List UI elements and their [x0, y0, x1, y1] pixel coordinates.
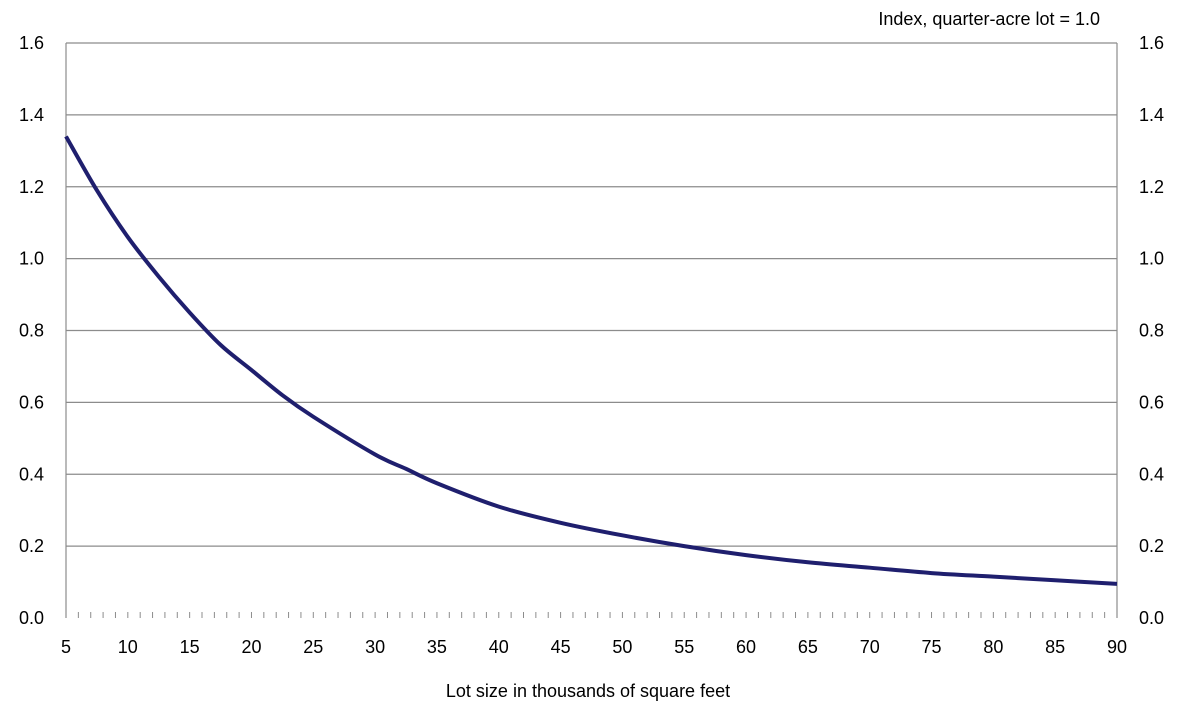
- x-tick-label: 75: [922, 637, 942, 657]
- x-tick-label: 65: [798, 637, 818, 657]
- y-tick-label-right: 0.4: [1139, 464, 1164, 484]
- y-axis-left-labels: 0.0 0.2 0.4 0.6 0.8 1.0 1.2 1.4 1.6: [19, 33, 44, 628]
- x-tick-label: 10: [118, 637, 138, 657]
- x-tick-label: 20: [241, 637, 261, 657]
- y-axis-right-labels: 0.0 0.2 0.4 0.6 0.8 1.0 1.2 1.4 1.6: [1139, 33, 1164, 628]
- gridlines: [66, 42, 1117, 547]
- y-tick-label-left: 1.2: [19, 177, 44, 197]
- x-axis-labels: 5 10 15 20 25 30 35 40 45 50 55 60 65 70 75 80 85 90: [61, 637, 1127, 657]
- minor-tick-marks: [77, 612, 1118, 618]
- x-tick-label: 85: [1045, 637, 1065, 657]
- y-tick-label-left: 1.6: [19, 33, 44, 53]
- y-tick-label-right: 0.0: [1139, 608, 1164, 628]
- y-tick-label-right: 0.6: [1139, 392, 1164, 412]
- x-tick-label: 70: [860, 637, 880, 657]
- y-tick-label-left: 1.0: [19, 249, 44, 269]
- x-tick-label: 25: [303, 637, 323, 657]
- y-tick-label-left: 0.8: [19, 321, 44, 341]
- y-tick-label-left: 0.4: [19, 464, 44, 484]
- x-tick-label: 40: [489, 637, 509, 657]
- x-axis-title: Lot size in thousands of square feet: [446, 681, 730, 701]
- y-tick-label-left: 0.2: [19, 536, 44, 556]
- x-tick-label: 30: [365, 637, 385, 657]
- x-tick-label: 50: [612, 637, 632, 657]
- x-tick-label: 5: [61, 637, 71, 657]
- y-tick-label-left: 0.0: [19, 608, 44, 628]
- x-tick-label: 90: [1107, 637, 1127, 657]
- y-tick-label-right: 1.4: [1139, 105, 1164, 125]
- series-line-0: [64, 135, 1118, 586]
- x-tick-label: 55: [674, 637, 694, 657]
- y-tick-label-left: 1.4: [19, 105, 44, 125]
- x-tick-label: 80: [983, 637, 1003, 657]
- x-tick-label: 60: [736, 637, 756, 657]
- x-tick-label: 45: [551, 637, 571, 657]
- units-label: Index, quarter-acre lot = 1.0: [878, 9, 1100, 29]
- x-tick-label: 35: [427, 637, 447, 657]
- y-tick-label-left: 0.6: [19, 392, 44, 412]
- y-tick-label-right: 1.0: [1139, 249, 1164, 269]
- series-group: [64, 135, 1118, 586]
- y-tick-label-right: 0.8: [1139, 321, 1164, 341]
- x-tick-label: 15: [180, 637, 200, 657]
- y-tick-label-right: 1.6: [1139, 33, 1164, 53]
- y-tick-label-right: 0.2: [1139, 536, 1164, 556]
- y-tick-label-right: 1.2: [1139, 177, 1164, 197]
